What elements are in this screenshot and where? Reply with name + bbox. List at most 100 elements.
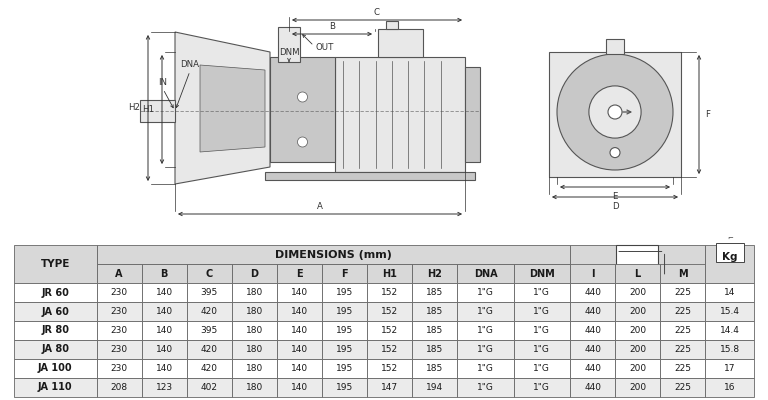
Text: 225: 225	[674, 326, 691, 335]
Bar	[97, 302, 141, 321]
Bar	[265, 172, 475, 180]
Text: Kg: Kg	[722, 252, 737, 262]
Bar	[232, 359, 277, 378]
Bar	[141, 321, 187, 340]
Bar	[232, 264, 277, 283]
Text: A: A	[317, 202, 323, 211]
Bar	[322, 359, 367, 378]
Text: 185: 185	[426, 364, 443, 373]
Bar	[570, 340, 615, 359]
Bar	[378, 29, 423, 57]
Text: I: I	[591, 269, 594, 278]
Bar	[141, 359, 187, 378]
Bar	[367, 340, 412, 359]
Bar	[232, 283, 277, 302]
Text: 1"G: 1"G	[477, 326, 494, 335]
Text: 180: 180	[246, 345, 263, 354]
Text: 440: 440	[584, 364, 601, 373]
Bar	[367, 283, 412, 302]
Bar	[570, 245, 705, 283]
Bar	[187, 283, 232, 302]
Text: 230: 230	[111, 288, 127, 297]
Bar	[615, 340, 660, 359]
Text: 420: 420	[200, 345, 218, 354]
Bar	[386, 21, 398, 29]
Text: 185: 185	[426, 288, 443, 297]
Text: ⌐: ⌐	[727, 235, 733, 241]
Bar	[14, 245, 97, 283]
Bar	[514, 283, 570, 302]
Text: DNA: DNA	[180, 60, 200, 69]
Bar	[97, 340, 141, 359]
Bar	[570, 264, 615, 283]
Text: C: C	[374, 8, 380, 17]
Bar	[322, 378, 367, 397]
Text: H1: H1	[382, 269, 397, 278]
Text: 14.4: 14.4	[720, 326, 740, 335]
Bar	[412, 283, 457, 302]
Text: C: C	[206, 269, 213, 278]
Text: F: F	[341, 269, 348, 278]
Polygon shape	[200, 65, 265, 152]
Bar	[465, 67, 480, 162]
Text: 180: 180	[246, 383, 263, 392]
Bar	[457, 340, 514, 359]
Text: 180: 180	[246, 307, 263, 316]
Text: 195: 195	[336, 288, 353, 297]
Bar	[705, 245, 754, 283]
Text: 420: 420	[200, 307, 218, 316]
Text: 140: 140	[291, 364, 308, 373]
Bar	[615, 283, 660, 302]
Bar	[705, 359, 754, 378]
Text: 225: 225	[674, 345, 691, 354]
Text: 225: 225	[674, 288, 691, 297]
Text: 152: 152	[381, 288, 398, 297]
Text: 395: 395	[200, 326, 218, 335]
Text: 152: 152	[381, 345, 398, 354]
Text: 225: 225	[674, 307, 691, 316]
Text: 140: 140	[156, 364, 173, 373]
Bar	[141, 264, 187, 283]
Bar	[457, 264, 514, 283]
Text: 180: 180	[246, 288, 263, 297]
Text: E: E	[612, 192, 617, 201]
Text: DNA: DNA	[474, 269, 498, 278]
Text: 230: 230	[111, 345, 127, 354]
Bar	[187, 302, 232, 321]
Text: D: D	[250, 269, 258, 278]
Text: 1"G: 1"G	[534, 288, 551, 297]
Bar	[322, 302, 367, 321]
Bar	[277, 264, 322, 283]
Bar	[514, 359, 570, 378]
Text: JR 60: JR 60	[41, 288, 69, 298]
Bar	[514, 321, 570, 340]
Text: 440: 440	[584, 288, 601, 297]
Bar	[367, 302, 412, 321]
Text: 440: 440	[584, 307, 601, 316]
Text: D: D	[611, 202, 618, 211]
Bar	[615, 264, 660, 283]
Bar	[660, 321, 705, 340]
Bar	[660, 283, 705, 302]
Text: 1"G: 1"G	[534, 383, 551, 392]
Bar	[187, 340, 232, 359]
Bar	[97, 378, 141, 397]
Text: 152: 152	[381, 326, 398, 335]
Text: 230: 230	[111, 326, 127, 335]
Bar	[232, 340, 277, 359]
Bar	[412, 321, 457, 340]
Text: 440: 440	[584, 326, 601, 335]
Bar	[97, 283, 141, 302]
Bar	[660, 359, 705, 378]
Text: L: L	[634, 269, 641, 278]
Bar	[322, 283, 367, 302]
Text: 14: 14	[724, 288, 736, 297]
Circle shape	[589, 86, 641, 138]
Text: 140: 140	[156, 345, 173, 354]
Bar	[14, 302, 97, 321]
Bar	[615, 302, 660, 321]
Text: 185: 185	[426, 307, 443, 316]
Text: B: B	[329, 22, 335, 31]
Text: 17: 17	[724, 364, 736, 373]
Text: JA 60: JA 60	[41, 306, 69, 316]
